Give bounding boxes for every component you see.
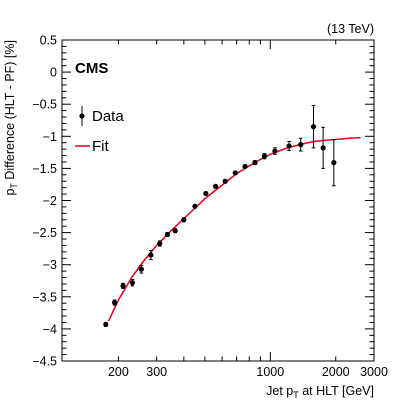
data-point xyxy=(172,228,178,234)
data-point xyxy=(320,145,326,151)
data-point xyxy=(157,240,163,247)
data-point xyxy=(129,280,136,286)
data-point xyxy=(138,266,144,272)
x-axis-title-sub: T xyxy=(293,390,299,400)
y-tick-label: −2 xyxy=(43,194,57,208)
y-axis-title-rest: Difference (HLT - PF) [%] xyxy=(3,40,17,183)
y-tick-label: −3 xyxy=(43,258,57,272)
data-point xyxy=(203,190,209,197)
x-tick-label: 3000 xyxy=(360,365,388,379)
y-tick-label: −2.5 xyxy=(32,226,57,240)
data-point xyxy=(331,160,337,166)
y-tick-label: −3.5 xyxy=(32,290,57,304)
tick-labels: 0.5 0 −0.5 −1 −1.5 −2 −2.5 −3 −3.5 −4 −4.5 200 300 10… xyxy=(32,34,388,380)
energy-label: (13 TeV) xyxy=(327,22,374,36)
data-point xyxy=(298,142,304,148)
y-axis-title-sub: T xyxy=(9,183,19,189)
data-point xyxy=(212,183,219,189)
legend-data-label: Data xyxy=(92,108,124,125)
data-layer xyxy=(103,104,337,328)
y-tick-label: −1.5 xyxy=(32,162,57,176)
data-point xyxy=(192,203,198,209)
y-axis-title-main: p xyxy=(3,189,17,196)
x-axis-title: Jet pT at HLT [GeV] xyxy=(266,384,374,400)
y-tick-label: −4.5 xyxy=(32,355,57,369)
x-tick-label: 1000 xyxy=(256,365,284,379)
data-point xyxy=(242,163,248,170)
data-point xyxy=(148,252,154,258)
x-tick-label: 2000 xyxy=(322,365,350,379)
data-point xyxy=(232,170,238,176)
data-point xyxy=(272,148,278,154)
ticks xyxy=(62,39,375,362)
x-axis-title-rest: at HLT [GeV] xyxy=(299,384,374,398)
y-tick-label: 0 xyxy=(50,66,57,80)
x-tick-label: 300 xyxy=(146,365,167,379)
data-point xyxy=(261,153,268,159)
legend-fit-label: Fit xyxy=(92,138,109,155)
data-point xyxy=(222,178,228,184)
y-tick-label: −1 xyxy=(43,130,57,144)
y-axis-title: pT Difference (HLT - PF) [%] xyxy=(3,40,19,196)
plot-frame xyxy=(61,39,375,362)
data-point xyxy=(103,321,109,328)
cms-label: CMS xyxy=(75,60,108,77)
legend-data-marker xyxy=(79,113,85,119)
data-point xyxy=(252,160,258,166)
y-tick-label: −4 xyxy=(43,322,57,336)
data-point xyxy=(286,143,292,149)
y-tick-label: 0.5 xyxy=(40,34,57,48)
x-axis-title-main: Jet p xyxy=(266,384,293,398)
legend: Data Fit xyxy=(75,106,124,155)
data-point xyxy=(181,217,187,223)
y-tick-label: −0.5 xyxy=(32,98,57,112)
data-point xyxy=(120,283,126,289)
x-tick-label: 200 xyxy=(108,365,129,379)
data-point xyxy=(164,231,170,238)
data-point xyxy=(310,124,317,130)
data-point xyxy=(111,299,118,306)
